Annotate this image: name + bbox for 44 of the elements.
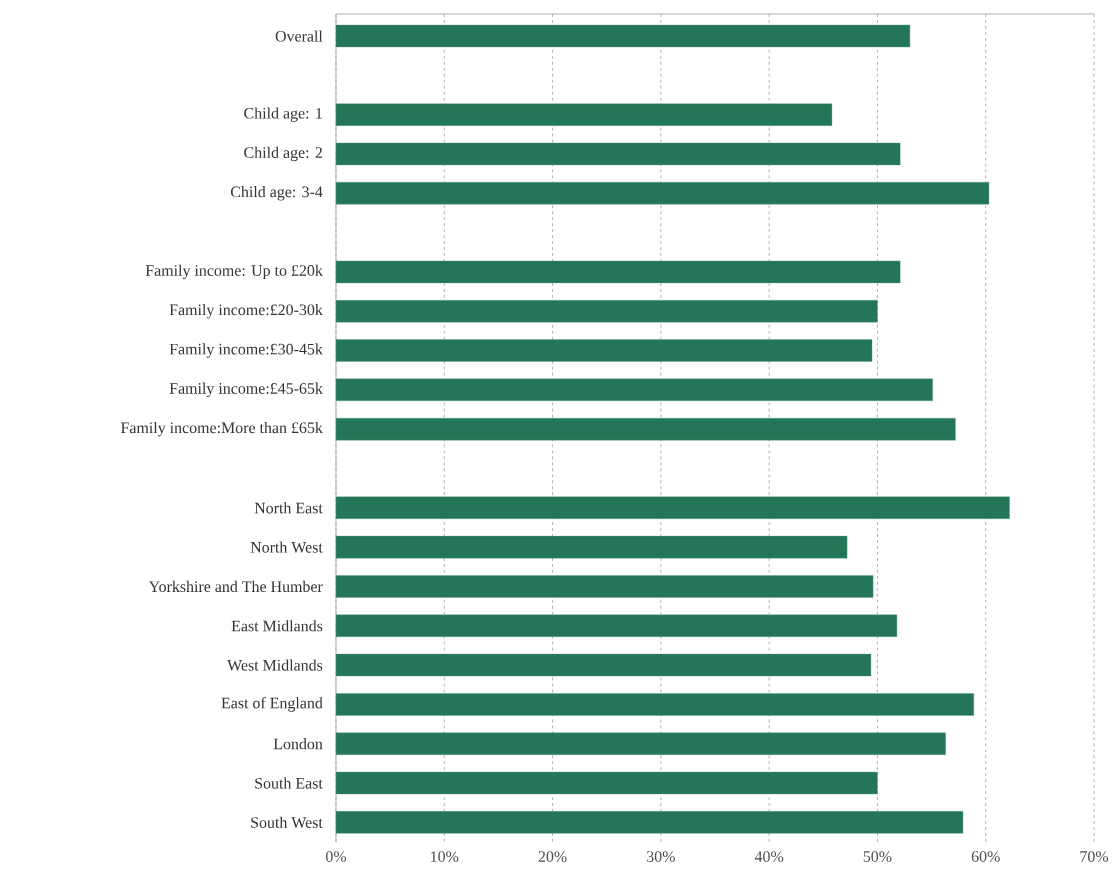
y-tick-label: East Midlands [231, 620, 323, 632]
x-tick-label: 50% [863, 851, 892, 862]
bar [335, 732, 946, 755]
x-tick-label: 10% [431, 851, 459, 862]
x-tick-label: 70% [1080, 851, 1109, 862]
y-tick-label: Child age: 2 [244, 146, 322, 162]
x-tick-label: 40% [754, 851, 784, 862]
y-tick-label: Overall [275, 30, 323, 42]
x-tick-label: 20% [538, 851, 567, 862]
y-tick-label: Yorkshire and The Humber [148, 580, 323, 593]
bar [335, 771, 878, 795]
bar [335, 614, 898, 637]
x-tick-label: 0% [325, 851, 347, 862]
y-tick-label: Child age: 3-4 [230, 186, 323, 201]
y-tick-label: West Midlands [227, 659, 323, 671]
y-tick-label: Family income:£45-65k [169, 382, 323, 398]
y-tick-label: East of England [221, 697, 323, 712]
y-tick-label: Family income:£30-45k [169, 343, 323, 358]
y-tick-label: Family income: Up to £20k [145, 264, 323, 280]
bar [335, 182, 990, 205]
y-tick-label: South East [255, 777, 323, 789]
bar [335, 653, 872, 677]
bar [335, 378, 933, 402]
y-tick-label: South West [251, 816, 323, 828]
bar [335, 142, 901, 166]
bar [335, 535, 848, 559]
bar [335, 339, 873, 362]
x-tick-label: 60% [971, 851, 1000, 862]
bar [335, 300, 878, 323]
y-tick-label: London [273, 738, 323, 750]
bar [335, 24, 911, 48]
y-tick-label: Child age: 1 [244, 107, 322, 122]
x-tick-label: 30% [647, 851, 675, 862]
bar [335, 103, 833, 126]
bar [335, 496, 1010, 520]
bar [335, 417, 956, 441]
bar [335, 693, 975, 716]
bar [335, 575, 874, 598]
y-tick-label: Family income:More than £65k [120, 421, 323, 437]
bar [335, 260, 901, 284]
y-tick-label: North West [250, 541, 323, 553]
y-tick-label: North East [254, 502, 323, 514]
bar [335, 811, 964, 834]
y-tick-label: Family income:£20-30k [169, 303, 323, 319]
